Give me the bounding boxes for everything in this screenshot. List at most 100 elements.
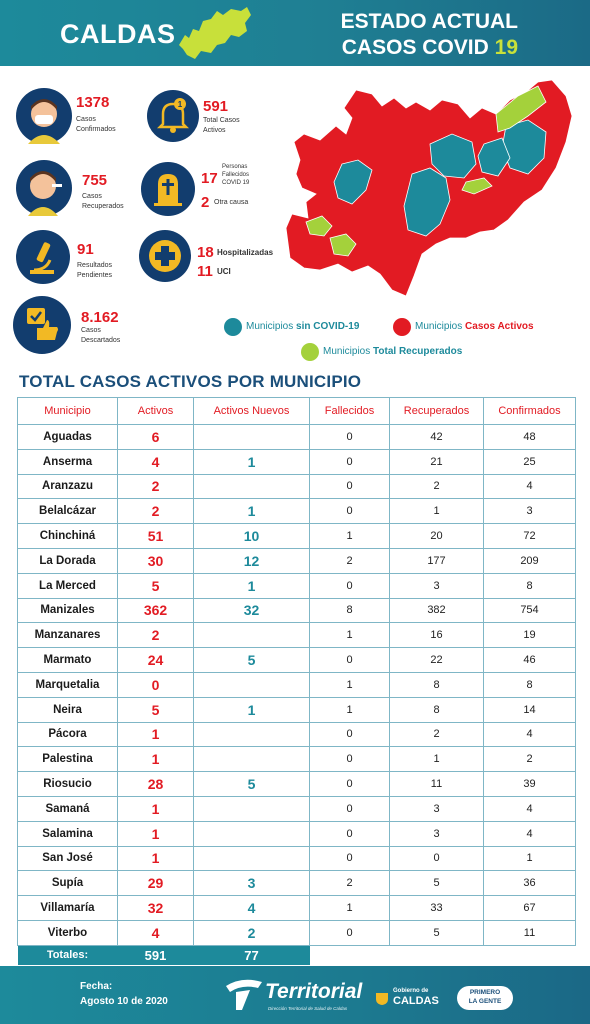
table-row: Viterbo 4 2 0 5 11: [17, 919, 576, 946]
table-row: Samaná 1 0 3 4: [17, 795, 576, 822]
header-confirmados: Confirmados: [483, 397, 576, 425]
cell-activos: 2: [117, 498, 194, 525]
cell-activos: 1: [117, 746, 194, 773]
icu-label: UCI: [217, 267, 231, 276]
legend-dot-activos: [393, 318, 411, 336]
cell-activos-nuevos: [193, 671, 310, 698]
header-recuperados: Recuperados: [389, 397, 484, 425]
cell-recuperados: 3: [389, 795, 484, 822]
cell-fallecidos: 0: [309, 795, 390, 822]
slogan-badge: [457, 986, 513, 1010]
cell-fallecidos: 1: [309, 696, 390, 723]
confirmed-label-2: Confirmados: [76, 126, 116, 133]
cell-confirmados: 209: [483, 547, 576, 574]
legend-activos: Municipios Casos Activos: [415, 321, 534, 332]
cell-confirmados: 14: [483, 696, 576, 723]
slogan-line-1: PRIMERO: [469, 989, 501, 996]
tombstone-icon: [141, 162, 195, 216]
cell-recuperados: 5: [389, 919, 484, 946]
caldas-map-icon: [179, 7, 251, 59]
table-row: Aguadas 6 0 42 48: [17, 424, 576, 450]
cell-fallecidos: 0: [309, 919, 390, 946]
totals-empty: [310, 945, 390, 965]
map-region-teal-5: [477, 137, 511, 177]
cell-fallecidos: 0: [309, 721, 390, 748]
cell-recuperados: 11: [389, 771, 484, 797]
cell-activos-nuevos: 3: [193, 870, 310, 897]
cell-fallecidos: 0: [309, 647, 390, 673]
cell-activos-nuevos: 1: [193, 696, 310, 723]
cell-confirmados: 4: [483, 795, 576, 822]
active-label-1: Total Casos: [203, 117, 240, 124]
cell-activos-nuevos: [193, 622, 310, 649]
cell-activos: 6: [117, 424, 194, 450]
cell-activos-nuevos: 32: [193, 597, 310, 624]
deaths-label-3: COVID 19: [222, 180, 250, 186]
table-row: La Dorada 30 12 2 177 209: [17, 547, 576, 574]
header-municipio: Municipio: [17, 397, 118, 425]
cell-activos-nuevos: [193, 746, 310, 773]
totals-nuevos: 77: [193, 945, 310, 966]
cell-municipio: Marmato: [17, 647, 118, 673]
cell-confirmados: 8: [483, 572, 576, 599]
cell-activos: 2: [117, 622, 194, 649]
cell-municipio: Samaná: [17, 795, 118, 822]
pending-label-1: Resultados: [77, 262, 113, 269]
cell-municipio: Neira: [17, 696, 118, 723]
legend-dot-recuperados: [301, 343, 319, 361]
caldas-shield-icon: [376, 993, 388, 1005]
table-row: Neira 5 1 1 8 14: [17, 696, 576, 723]
cell-fallecidos: 0: [309, 572, 390, 599]
cell-recuperados: 22: [389, 647, 484, 673]
cell-municipio: Pácora: [17, 721, 118, 748]
discarded-label-2: Descartados: [81, 337, 121, 344]
deaths-label-2: Fallecidos: [222, 172, 250, 178]
table-row: Manizales 362 32 8 382 754: [17, 597, 576, 624]
cell-confirmados: 11: [483, 919, 576, 946]
medical-cross-icon: [139, 230, 191, 282]
totals-empty: [484, 945, 576, 965]
cell-municipio: Aranzazu: [17, 473, 118, 500]
cell-activos: 51: [117, 523, 194, 549]
map-region-teal-3: [429, 133, 477, 179]
cell-fallecidos: 0: [309, 845, 390, 872]
cell-municipio: Manzanares: [17, 622, 118, 649]
cell-fallecidos: 0: [309, 473, 390, 500]
cell-activos: 30: [117, 547, 194, 574]
cell-municipio: Supía: [17, 870, 118, 897]
cell-fallecidos: 0: [309, 448, 390, 475]
confirmed-count: 1378: [76, 94, 110, 111]
map-region-teal-2: [403, 167, 451, 237]
cell-activos: 5: [117, 572, 194, 599]
cell-fallecidos: 0: [309, 746, 390, 773]
cell-activos-nuevos: 12: [193, 547, 310, 574]
cell-municipio: Anserma: [17, 448, 118, 475]
cell-fallecidos: 1: [309, 622, 390, 649]
cell-recuperados: 16: [389, 622, 484, 649]
cell-recuperados: 3: [389, 820, 484, 847]
cell-activos-nuevos: 10: [193, 523, 310, 549]
cell-confirmados: 67: [483, 895, 576, 921]
cell-municipio: Salamina: [17, 820, 118, 847]
table-row: Marquetalia 0 1 8 8: [17, 671, 576, 698]
cell-activos: 1: [117, 721, 194, 748]
cell-activos: 0: [117, 671, 194, 698]
bell-icon: 1: [147, 90, 199, 142]
cell-recuperados: 42: [389, 424, 484, 450]
table-row: Belalcázar 2 1 0 1 3: [17, 498, 576, 525]
person-thermometer-icon: [16, 160, 72, 216]
cell-municipio: Riosucio: [17, 771, 118, 797]
cell-municipio: Marquetalia: [17, 671, 118, 698]
legend-recuperados: Municipios Total Recuperados: [323, 346, 463, 357]
gov-name: CALDAS: [393, 995, 439, 1007]
map-region-teal-1: [333, 159, 373, 205]
legend-sin-covid: Municipios sin COVID-19: [246, 321, 360, 332]
cell-recuperados: 21: [389, 448, 484, 475]
active-label-2: Activos: [203, 127, 226, 134]
table-header-row: Municipio Activos Activos Nuevos Falleci…: [17, 397, 576, 425]
other-cause-count: 2: [201, 194, 210, 211]
map-region-green-4: [329, 233, 357, 257]
person-mask-icon: [16, 88, 72, 144]
table-row: Anserma 4 1 0 21 25: [17, 448, 576, 475]
cell-recuperados: 2: [389, 473, 484, 500]
